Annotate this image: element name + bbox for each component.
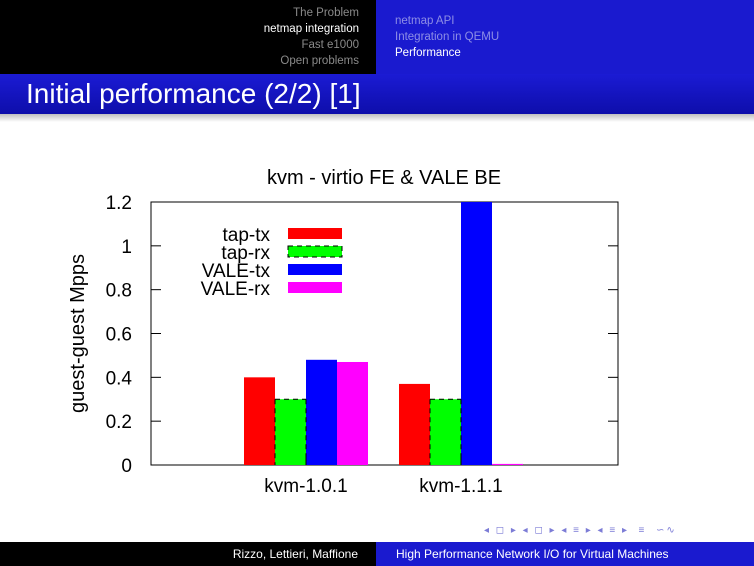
plot-frame (150, 201, 619, 466)
bar-vale-rx-kvm-1.0.1 (337, 361, 368, 465)
footer-talk-title: High Performance Network I/O for Virtual… (396, 547, 669, 561)
chart-title: kvm - virtio FE & VALE BE (267, 167, 501, 189)
y-tick-label: 0 (121, 456, 132, 477)
y-tick-label: 0.6 (106, 325, 132, 346)
legend-label-tap-rx: tap-rx (221, 243, 270, 264)
bar-tap-tx-kvm-1.0.1 (244, 377, 275, 465)
section-item-netmap-integration[interactable]: netmap integration (263, 23, 359, 35)
bar-vale-rx-kvm-1.1.1 (492, 463, 523, 465)
y-axis-label: guest-guest Mpps (67, 254, 89, 413)
section-item-open-problems[interactable]: Open problems (280, 55, 359, 67)
frame-title-bar: Initial performance (2/2) [1] (0, 74, 754, 114)
legend-label-vale-rx: VALE-rx (201, 279, 271, 300)
beamer-navigation-symbols[interactable]: ◂ ◻ ▸ ◂ ◻ ▸ ◂ ≡ ▸ ◂ ≡ ▸ ≡ ∽∿ (484, 525, 677, 536)
subsection-navigation: netmap API Integration in QEMU Performan… (376, 0, 754, 74)
frame-title: Initial performance (2/2) [1] (26, 78, 361, 109)
title-shadow (0, 114, 754, 122)
legend-swatch-vale-rx (288, 282, 342, 293)
section-navigation: The Problem netmap integration Fast e100… (0, 0, 376, 74)
y-tick-label: 0.8 (106, 281, 132, 302)
subsection-item-netmap-api[interactable]: netmap API (395, 15, 455, 27)
legend-label-vale-tx: VALE-tx (202, 261, 271, 282)
x-tick-label: kvm-1.1.1 (419, 476, 502, 497)
section-item-fast-e1000[interactable]: Fast e1000 (301, 39, 359, 51)
footer-left: Rizzo, Lettieri, Maffione (0, 542, 376, 566)
legend-swatch-vale-tx (288, 264, 342, 275)
y-tick-label: 0.2 (106, 412, 132, 433)
legend-label-tap-tx: tap-tx (222, 225, 270, 246)
footer-authors: Rizzo, Lettieri, Maffione (232, 547, 358, 561)
bar-tap-rx-kvm-1.1.1 (430, 399, 461, 465)
bar-vale-tx-kvm-1.0.1 (306, 359, 337, 465)
legend-swatch-tap-tx (288, 228, 342, 239)
performance-bar-chart: kvm - virtio FE & VALE BE 0 0.2 0.4 0.6 0.8 1… (67, 167, 619, 497)
section-list: The Problem netmap integration Fast e100… (264, 5, 359, 69)
footer-right: High Performance Network I/O for Virtual… (376, 542, 754, 566)
subsection-item-performance[interactable]: Performance (395, 47, 461, 59)
legend-swatch-outline (287, 245, 343, 258)
bar-tap-tx-kvm-1.1.1 (399, 383, 430, 465)
subsection-list: netmap API Integration in QEMU Performan… (395, 13, 499, 61)
y-tick-label: 1 (121, 237, 132, 258)
header: The Problem netmap integration Fast e100… (0, 0, 754, 74)
y-tick-label: 0.4 (106, 368, 133, 389)
x-tick-label: kvm-1.0.1 (264, 476, 347, 497)
y-tick-label: 1.2 (106, 193, 132, 214)
bar-vale-tx-kvm-1.1.1 (461, 202, 492, 465)
bar-tap-rx-kvm-1.0.1 (275, 399, 306, 465)
section-item-the-problem[interactable]: The Problem (293, 7, 359, 19)
legend-swatch-tap-rx (288, 246, 342, 257)
subsection-item-integration-in-qemu[interactable]: Integration in QEMU (395, 31, 500, 43)
